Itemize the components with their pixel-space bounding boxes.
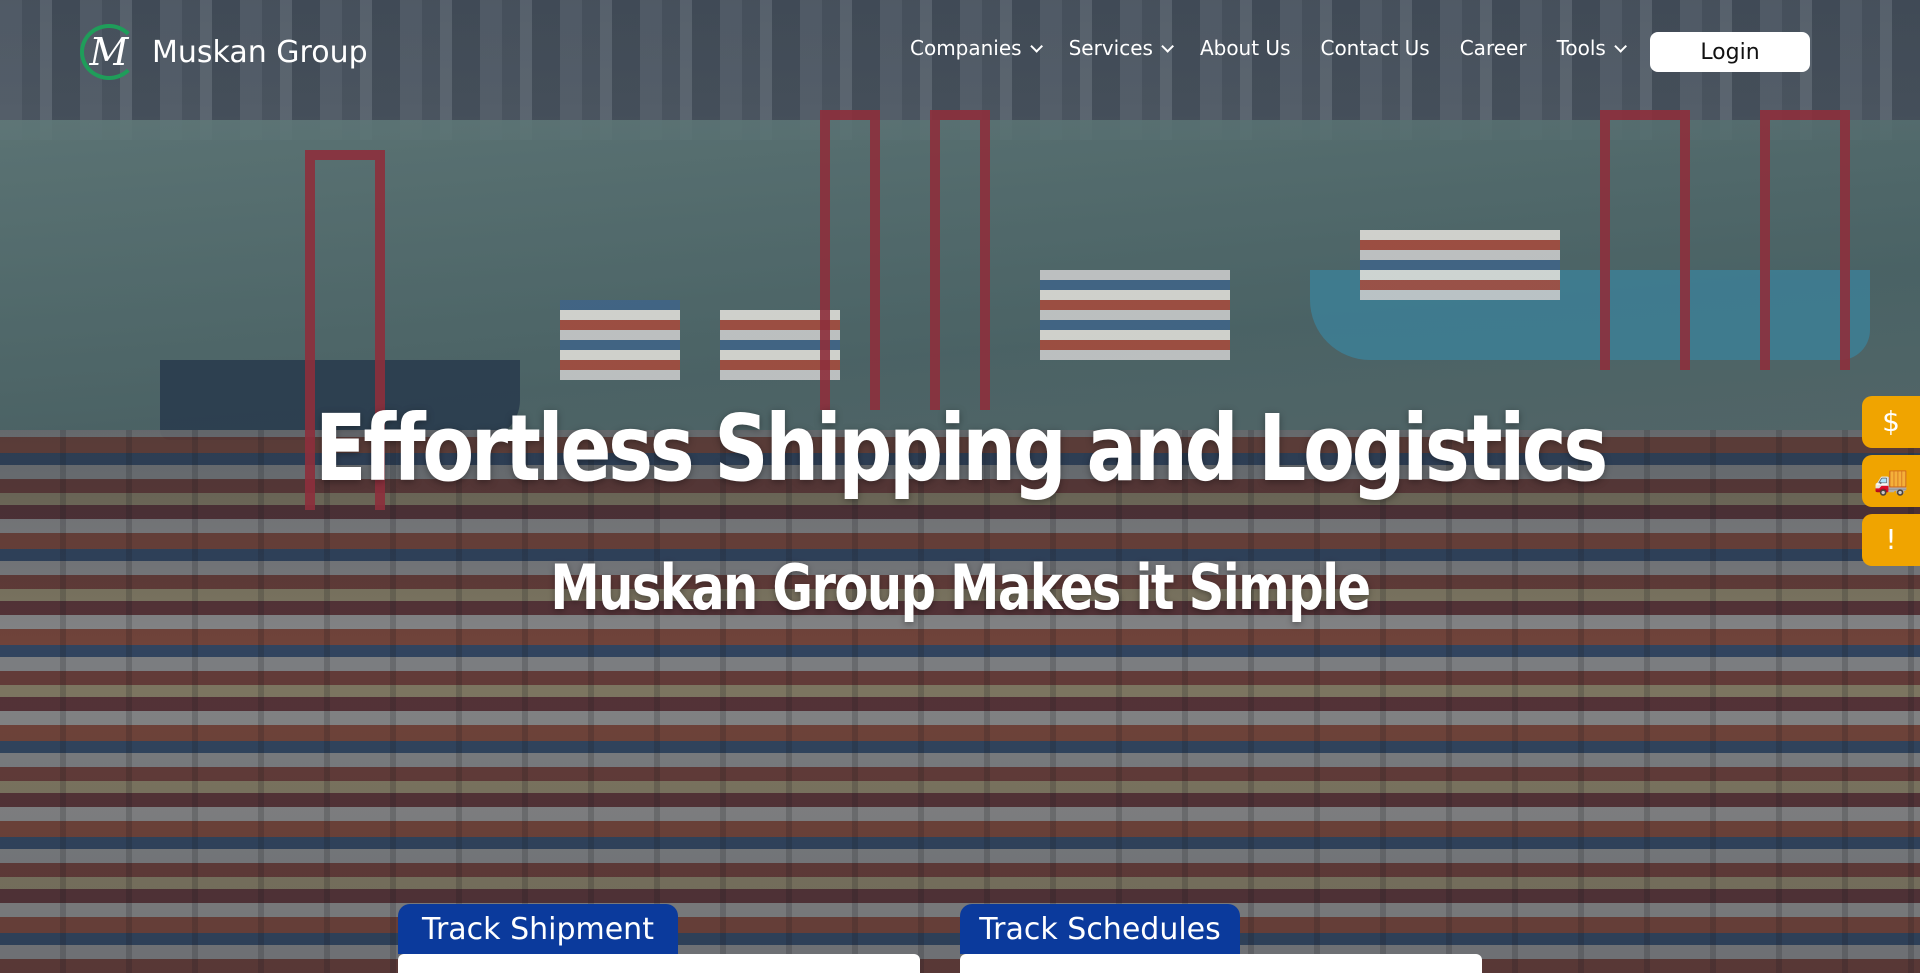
hero-headline: Effortless Shipping and Logistics xyxy=(315,395,1608,502)
tab-track-schedules[interactable]: Track Schedules xyxy=(960,904,1240,954)
port-crane xyxy=(820,110,880,410)
nav-item-services[interactable]: Services xyxy=(1068,36,1174,60)
side-button-alert[interactable]: ! xyxy=(1862,514,1920,566)
port-crane xyxy=(305,150,385,510)
yard-overlay xyxy=(0,430,1920,973)
nav-item-label: Career xyxy=(1459,36,1527,60)
container-stack xyxy=(1040,270,1230,360)
side-button-quote[interactable]: $ xyxy=(1862,396,1920,448)
chevron-down-icon xyxy=(1029,39,1043,53)
brand-name: Muskan Group xyxy=(152,34,368,70)
nav-item-label: Contact Us xyxy=(1320,36,1430,60)
track-shipment-panel xyxy=(398,954,920,973)
truck-icon: 🚚 xyxy=(1873,464,1909,497)
hero-subheadline: Muskan Group Makes it Simple xyxy=(550,551,1371,624)
track-schedules-panel xyxy=(960,954,1482,973)
nav-item-contact-us[interactable]: Contact Us xyxy=(1320,36,1429,60)
nav-item-tools[interactable]: Tools xyxy=(1556,36,1627,60)
nav-item-label: Tools xyxy=(1556,36,1606,60)
tab-track-shipment[interactable]: Track Shipment xyxy=(398,904,678,954)
nav-item-label: About Us xyxy=(1199,36,1291,60)
cargo-ship-left xyxy=(160,360,520,440)
port-crane xyxy=(930,110,990,410)
container-stack xyxy=(1360,230,1560,300)
top-navigation: M Muskan Group Companies Services About … xyxy=(0,0,1920,100)
brand-logo-icon: M xyxy=(80,24,138,80)
chevron-down-icon xyxy=(1614,39,1627,53)
container-stack xyxy=(560,300,680,380)
brand[interactable]: M Muskan Group xyxy=(80,24,368,80)
side-button-truck[interactable]: 🚚 xyxy=(1862,455,1920,507)
main-menu: Companies Services About Us Contact Us C… xyxy=(910,36,1627,60)
nav-item-about-us[interactable]: About Us xyxy=(1200,36,1291,60)
logo-letter: M xyxy=(89,30,129,74)
nav-item-label: Services xyxy=(1068,36,1153,60)
invoice-dollar-icon: $ xyxy=(1882,405,1900,438)
nav-item-label: Companies xyxy=(910,36,1022,60)
nav-item-companies[interactable]: Companies xyxy=(910,36,1043,60)
login-button[interactable]: Login xyxy=(1650,32,1810,72)
port-crane xyxy=(1600,110,1690,370)
chevron-down-icon xyxy=(1161,39,1174,53)
port-crane xyxy=(1760,110,1850,370)
nav-item-career[interactable]: Career xyxy=(1460,36,1527,60)
alert-message-icon: ! xyxy=(1885,523,1897,556)
